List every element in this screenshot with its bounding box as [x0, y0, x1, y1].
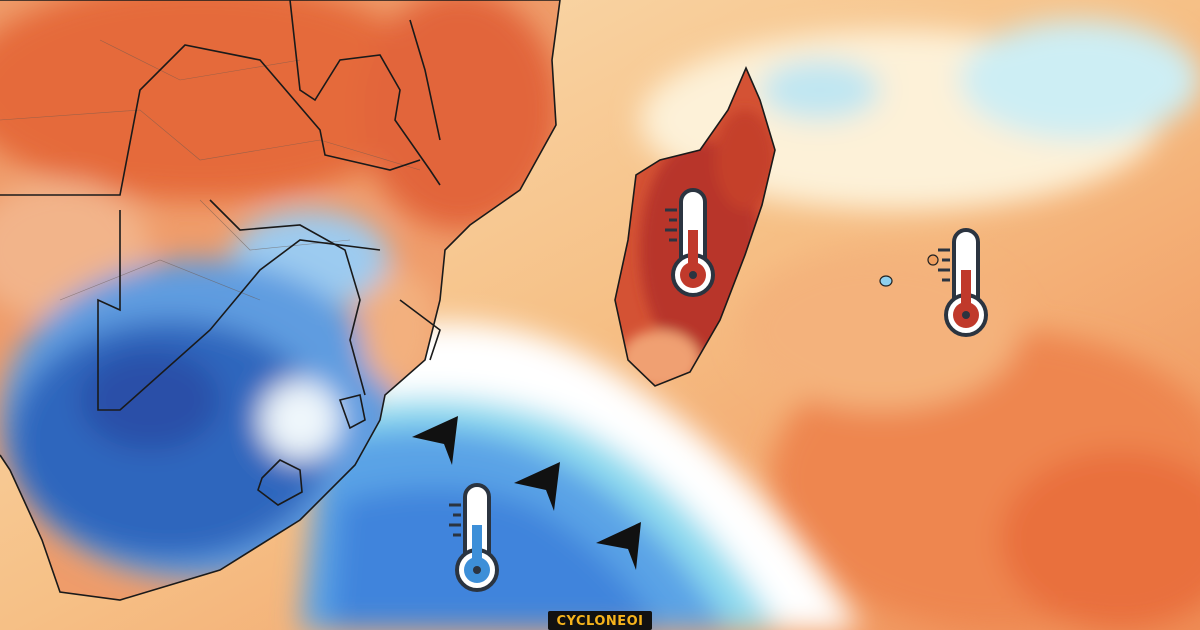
borders	[0, 0, 561, 601]
ocean-anomalies	[640, 20, 1200, 630]
island	[879, 275, 893, 287]
wind-arrow	[412, 416, 458, 465]
thermometer-hot	[665, 188, 715, 297]
cold-water	[300, 322, 860, 630]
watermark: CYCLONEOI	[556, 614, 643, 629]
island	[927, 254, 939, 266]
madagascar-coast	[614, 65, 776, 387]
wind-arrow	[596, 522, 641, 570]
thermometer-cold	[449, 483, 499, 592]
watermark-bg	[548, 611, 652, 630]
thermometer-hot	[938, 228, 988, 337]
africa	[0, 0, 560, 600]
wind-arrow	[514, 462, 560, 511]
